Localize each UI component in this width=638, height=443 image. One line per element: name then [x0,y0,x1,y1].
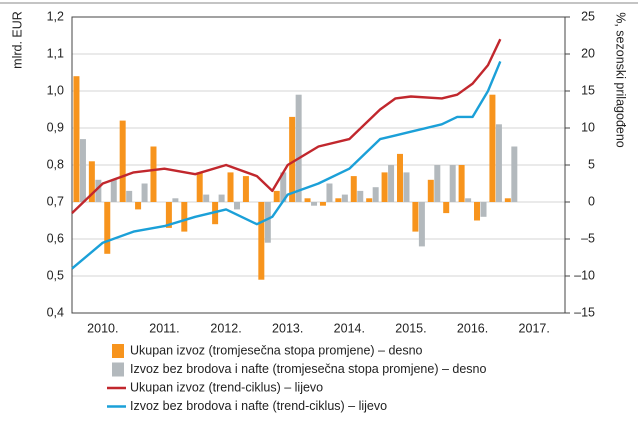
bar [480,202,487,217]
bar [495,124,502,202]
bar [181,202,188,232]
bar [372,187,379,202]
bar [443,202,450,214]
bar [366,198,373,202]
x-tick-label: 2016. [457,321,488,335]
bar [458,165,465,202]
bar [165,202,172,228]
y2-tick-label: –5 [581,231,595,245]
bar [110,179,117,202]
legend-label: Ukupan izvoz (tromjesečna stopa promjene… [130,343,423,357]
y-tick-label: 0,8 [47,157,64,171]
legend-label: Ukupan izvoz (trend-ciklus) – lijevo [130,380,323,394]
y-tick-label: 0,5 [47,268,64,282]
y2-axis-label: %, sezonski prilagođeno [614,12,628,148]
y-tick-label: 1,2 [47,9,64,23]
bar [258,202,265,280]
bar [427,179,434,202]
legend-label: Izvoz bez brodova i nafte (tromjesečna s… [130,362,486,376]
x-tick-label: 2017. [519,321,550,335]
bar [381,172,388,202]
bar [304,198,311,202]
bar [79,139,86,202]
bar [511,146,518,202]
y2-tick-label: 15 [581,83,595,97]
bar [311,202,318,206]
bar [319,202,326,206]
bar [388,165,395,202]
bar [350,176,357,202]
y2-tick-label: –10 [574,268,595,282]
bar [104,202,111,254]
y2-tick-label: –15 [574,305,595,319]
bar [172,198,179,202]
bar [196,172,203,202]
y2-tick-label: 20 [581,46,595,60]
y-axis-label: mlrd. EUR [10,11,24,69]
y-tick-label: 0,6 [47,231,64,245]
x-tick-label: 2010. [87,321,118,335]
y2-tick-label: 5 [588,157,595,171]
bar [326,183,333,202]
y-tick-label: 0,9 [47,120,64,134]
bar [73,76,80,202]
bar [119,120,126,202]
bar [335,198,342,202]
y-tick-label: 1,0 [47,83,64,97]
bar [341,194,348,202]
bar [396,153,403,202]
line [71,60,502,270]
bar [135,202,142,210]
legend-swatch [112,362,124,377]
bar [242,176,249,202]
line [71,38,502,214]
bar [504,198,511,202]
y2-tick-label: 0 [588,194,595,208]
bar [218,194,225,202]
bar [474,202,481,221]
bar [449,165,456,202]
plot-frame [71,16,566,314]
bar [280,172,287,202]
bar [150,146,157,202]
bar [295,94,302,202]
bar [434,165,441,202]
bar [227,172,234,202]
x-tick-label: 2013. [272,321,303,335]
bar [95,179,102,202]
bar [141,183,148,202]
y-tick-label: 0,7 [47,194,64,208]
bar [489,94,496,202]
legend-label: Izvoz bez brodova i nafte (trend-ciklus)… [130,399,387,413]
bar [403,172,410,202]
bar [88,161,95,202]
bar [203,194,210,202]
y-tick-label: 0,4 [47,305,64,319]
bar [418,202,425,247]
y2-tick-label: 25 [581,9,595,23]
y2-tick-label: 10 [581,120,595,134]
bar [234,202,241,210]
y-tick-label: 1,1 [47,46,64,60]
bar [289,116,296,202]
bar [465,198,472,202]
x-tick-label: 2011. [149,321,179,335]
bar [273,190,280,202]
bar [264,202,271,243]
bar [412,202,419,232]
x-tick-label: 2014. [334,321,365,335]
x-tick-label: 2015. [395,321,426,335]
x-tick-label: 2012. [210,321,241,335]
bar [357,190,364,202]
legend-swatch [112,344,124,358]
bar [126,190,133,202]
